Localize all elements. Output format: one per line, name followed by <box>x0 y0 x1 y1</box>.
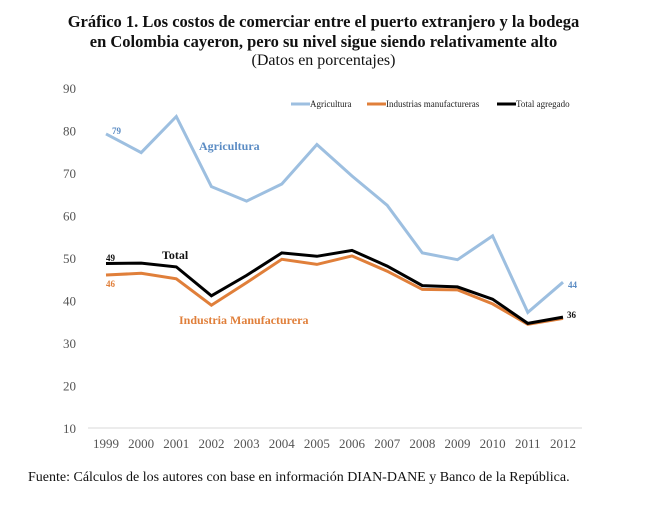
series-line-agricultura <box>105 113 564 315</box>
y-tick-label: 20 <box>63 379 76 394</box>
x-tick-label: 2001 <box>163 436 189 451</box>
y-tick-label: 80 <box>63 124 76 139</box>
legend-label: Total agregado <box>516 99 570 109</box>
annotation-total: Total <box>162 248 189 262</box>
data-label-industria-start: 46 <box>106 279 116 289</box>
annotation-agricultura: Agricultura <box>199 139 260 153</box>
x-tick-label: 2011 <box>515 436 541 451</box>
chart-title-line-2: en Colombia cayeron, pero su nivel sigue… <box>89 32 558 51</box>
series-line-total-agregado <box>105 248 564 325</box>
y-tick-label: 40 <box>63 294 76 309</box>
y-tick-label: 60 <box>63 209 76 224</box>
x-tick-label: 2005 <box>304 436 330 451</box>
x-tick-label: 2007 <box>374 436 401 451</box>
chart-source-note: Fuente: Cálculos de los autores con base… <box>28 470 570 485</box>
series-line-industrias-manufactureras <box>105 254 564 326</box>
chart-title-line-1: Gráfico 1. Los costos de comerciar entre… <box>67 12 580 31</box>
data-label-total-start: 49 <box>106 253 116 263</box>
x-tick-label: 2002 <box>198 436 224 451</box>
x-tick-label: 2004 <box>269 436 296 451</box>
annotation-industria: Industria Manufacturera <box>179 313 308 327</box>
data-label-total-end: 36 <box>567 310 577 320</box>
chart-subtitle: (Datos en porcentajes) <box>251 52 396 69</box>
data-label-agricultura-end: 44 <box>568 280 578 290</box>
x-tick-label: 2009 <box>445 436 471 451</box>
x-tick-label: 2012 <box>550 436 576 451</box>
y-tick-label: 70 <box>63 166 76 181</box>
y-tick-label: 10 <box>63 421 76 436</box>
x-tick-label: 2008 <box>409 436 435 451</box>
data-label-agricultura-start: 79 <box>112 126 122 136</box>
x-tick-label: 2003 <box>234 436 260 451</box>
x-tick-label: 2006 <box>339 436 366 451</box>
legend-label: Agricultura <box>310 99 351 109</box>
x-tick-label: 2000 <box>128 436 154 451</box>
legend-label: Industrias manufactureras <box>386 99 480 109</box>
y-tick-label: 30 <box>63 336 76 351</box>
x-tick-label: 1999 <box>93 436 119 451</box>
y-tick-label: 90 <box>63 81 76 96</box>
y-tick-label: 50 <box>63 251 76 266</box>
chart-title: Gráfico 1. Los costos de comerciar entre… <box>0 12 647 52</box>
x-tick-label: 2010 <box>480 436 506 451</box>
